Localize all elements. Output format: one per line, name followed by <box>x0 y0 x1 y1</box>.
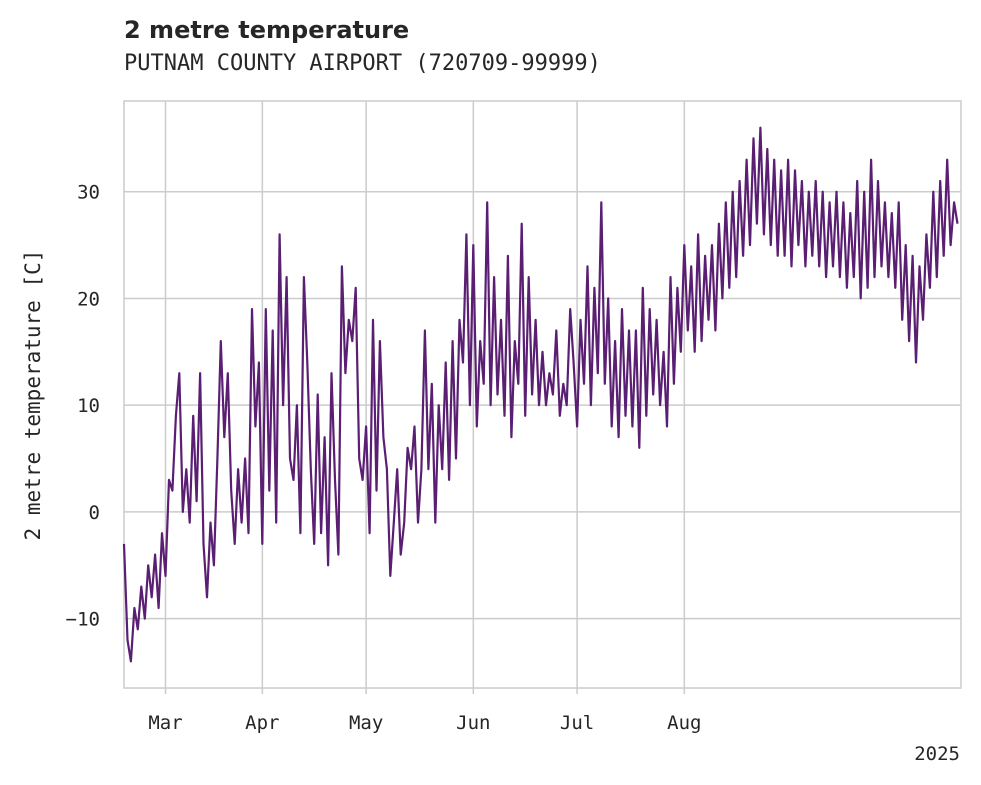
x-tick-label: May <box>349 712 383 734</box>
x-tick-label: Jul <box>560 712 594 734</box>
x-tick-labels: Mar Apr May Jun Jul Aug <box>148 712 701 734</box>
y-axis-label: 2 metre temperature [C] <box>21 250 45 541</box>
y-tick-label: 0 <box>89 502 100 524</box>
x-tick-label: Apr <box>245 712 279 734</box>
y-tick-label: 10 <box>77 395 100 417</box>
temperature-series-line <box>122 126 959 663</box>
y-tick-label: 20 <box>77 288 100 310</box>
grid-lines <box>124 101 961 694</box>
year-label: 2025 <box>914 743 960 765</box>
y-tick-labels: −10 0 10 20 30 <box>66 182 100 631</box>
y-tick-label: −10 <box>66 609 100 631</box>
x-tick-label: Aug <box>667 712 701 734</box>
chart-subtitle: PUTNAM COUNTY AIRPORT (720709-99999) <box>124 51 601 76</box>
x-tick-label: Mar <box>148 712 182 734</box>
y-tick-label: 30 <box>77 182 100 204</box>
x-tick-label: Jun <box>456 712 490 734</box>
plot-frame <box>123 100 962 689</box>
chart-title: 2 metre temperature <box>124 16 410 44</box>
